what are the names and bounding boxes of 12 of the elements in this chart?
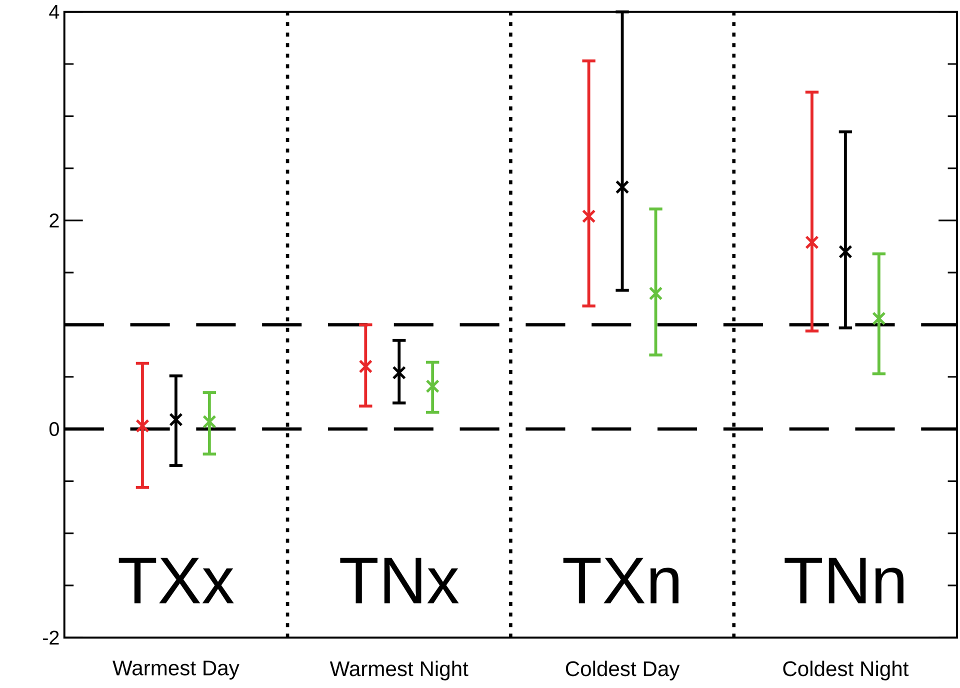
x-tick-label: Warmest Day — [112, 660, 240, 680]
x-tick-label: Warmest Night — [330, 660, 468, 680]
x-tick-label: Coldest Day — [566, 660, 680, 680]
annotation: TNx — [340, 558, 459, 604]
y-tick-label: -2 — [43, 630, 59, 644]
annotation: TXx — [118, 558, 234, 604]
y-tick-label: 4 — [49, 5, 60, 19]
x-tick-label: Coldest Night — [783, 660, 909, 680]
y-tick-label: 2 — [50, 214, 59, 228]
y-tick-label: 0 — [49, 422, 59, 436]
annotation: TNn — [784, 558, 904, 604]
annotation: TXn — [563, 558, 678, 604]
